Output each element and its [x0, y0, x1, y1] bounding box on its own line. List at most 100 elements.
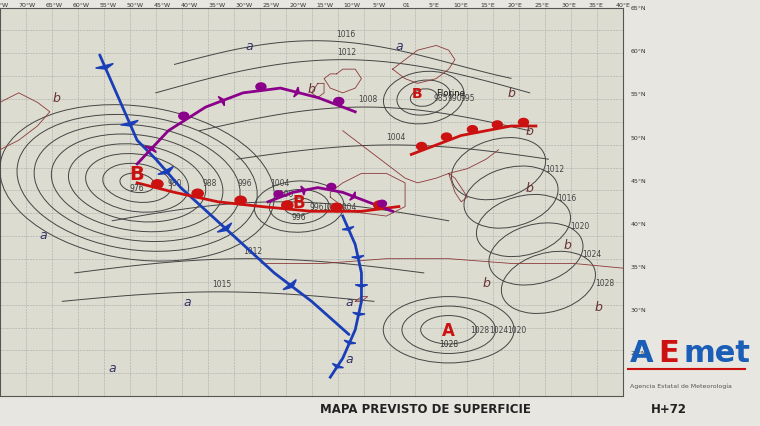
Circle shape — [467, 127, 477, 134]
Text: 55°W: 55°W — [100, 3, 117, 8]
Text: 5°E: 5°E — [428, 3, 439, 8]
Polygon shape — [355, 285, 368, 288]
Text: b: b — [526, 125, 534, 138]
Text: 1024: 1024 — [489, 325, 508, 334]
Text: 1004: 1004 — [270, 179, 290, 188]
Circle shape — [374, 201, 385, 210]
Text: 40°E: 40°E — [616, 3, 631, 8]
Text: 30°N: 30°N — [631, 308, 647, 313]
Text: 1004: 1004 — [337, 203, 356, 212]
Circle shape — [152, 180, 163, 189]
Text: 25°W: 25°W — [262, 3, 280, 8]
Text: b: b — [308, 82, 315, 95]
Polygon shape — [121, 121, 138, 127]
Polygon shape — [96, 64, 113, 70]
Text: a: a — [40, 229, 47, 242]
Text: 60°N: 60°N — [631, 49, 646, 54]
Text: 1012: 1012 — [243, 246, 262, 255]
Text: 1020: 1020 — [570, 222, 589, 230]
Text: 996: 996 — [310, 203, 325, 212]
Circle shape — [179, 113, 188, 121]
Polygon shape — [145, 147, 157, 153]
Text: a: a — [109, 361, 116, 374]
Circle shape — [274, 191, 283, 198]
Text: 1015: 1015 — [213, 279, 232, 288]
Text: 15°W: 15°W — [317, 3, 334, 8]
Circle shape — [416, 143, 426, 151]
Text: a: a — [245, 40, 253, 53]
Text: 50°W: 50°W — [127, 3, 144, 8]
Text: a: a — [345, 352, 353, 365]
Text: 996: 996 — [292, 212, 306, 221]
Text: Agencia Estatal de Meteorología: Agencia Estatal de Meteorología — [629, 382, 732, 388]
Text: 996: 996 — [238, 179, 252, 188]
Text: 985: 985 — [433, 94, 448, 103]
Text: 1016: 1016 — [337, 30, 356, 39]
Polygon shape — [218, 97, 224, 106]
Text: B: B — [130, 164, 144, 184]
Text: H+72: H+72 — [651, 402, 687, 415]
Text: 35°N: 35°N — [631, 265, 647, 270]
Text: 1012: 1012 — [337, 48, 356, 57]
Text: B: B — [412, 86, 423, 101]
Text: a: a — [183, 295, 191, 308]
Text: a: a — [345, 295, 353, 308]
Text: 40°W: 40°W — [181, 3, 198, 8]
Polygon shape — [293, 88, 299, 98]
Polygon shape — [352, 256, 364, 259]
Text: 1016: 1016 — [558, 193, 577, 202]
Polygon shape — [158, 167, 173, 175]
Text: a: a — [395, 40, 403, 53]
Text: b: b — [526, 181, 534, 195]
Text: A: A — [442, 321, 455, 339]
Text: 10°E: 10°E — [453, 3, 468, 8]
Text: 75°W: 75°W — [0, 3, 8, 8]
Text: A: A — [629, 338, 654, 367]
Circle shape — [518, 119, 528, 127]
Text: 55°N: 55°N — [631, 92, 646, 97]
Text: 30°W: 30°W — [236, 3, 252, 8]
Text: E: E — [658, 338, 679, 367]
Text: 25°E: 25°E — [534, 3, 549, 8]
Text: b: b — [507, 87, 515, 100]
Text: b: b — [563, 239, 571, 251]
Text: 45°N: 45°N — [631, 178, 647, 183]
Circle shape — [442, 134, 451, 141]
Text: 45°W: 45°W — [154, 3, 171, 8]
Text: 988: 988 — [203, 179, 217, 188]
Circle shape — [192, 190, 203, 198]
Text: 30°E: 30°E — [562, 3, 576, 8]
Text: B: B — [293, 193, 306, 211]
Text: 70°W: 70°W — [18, 3, 36, 8]
Text: 5°W: 5°W — [372, 3, 386, 8]
Text: 20°W: 20°W — [290, 3, 306, 8]
Text: 35°E: 35°E — [589, 3, 603, 8]
Text: 1020: 1020 — [508, 325, 527, 334]
Text: 01: 01 — [403, 3, 410, 8]
Polygon shape — [301, 187, 306, 196]
Text: 35°W: 35°W — [208, 3, 225, 8]
Circle shape — [282, 201, 293, 210]
Text: 15°E: 15°E — [480, 3, 495, 8]
Text: 40°N: 40°N — [631, 222, 647, 226]
Text: b: b — [594, 300, 602, 313]
Text: 980: 980 — [168, 179, 182, 188]
Text: Florine: Florine — [436, 89, 465, 98]
Circle shape — [256, 84, 266, 91]
Circle shape — [378, 201, 387, 207]
Polygon shape — [283, 280, 296, 290]
Text: 995: 995 — [461, 94, 475, 103]
Circle shape — [235, 197, 246, 205]
Text: 990: 990 — [447, 94, 461, 103]
Polygon shape — [344, 340, 356, 344]
Polygon shape — [350, 192, 355, 201]
Circle shape — [331, 204, 342, 212]
Circle shape — [492, 121, 502, 129]
Text: met: met — [683, 338, 750, 367]
Text: 25°N: 25°N — [631, 351, 647, 356]
Circle shape — [327, 184, 336, 190]
Text: b: b — [52, 92, 60, 105]
Polygon shape — [332, 363, 344, 368]
Text: b: b — [482, 276, 490, 289]
Text: 1028: 1028 — [595, 278, 614, 287]
